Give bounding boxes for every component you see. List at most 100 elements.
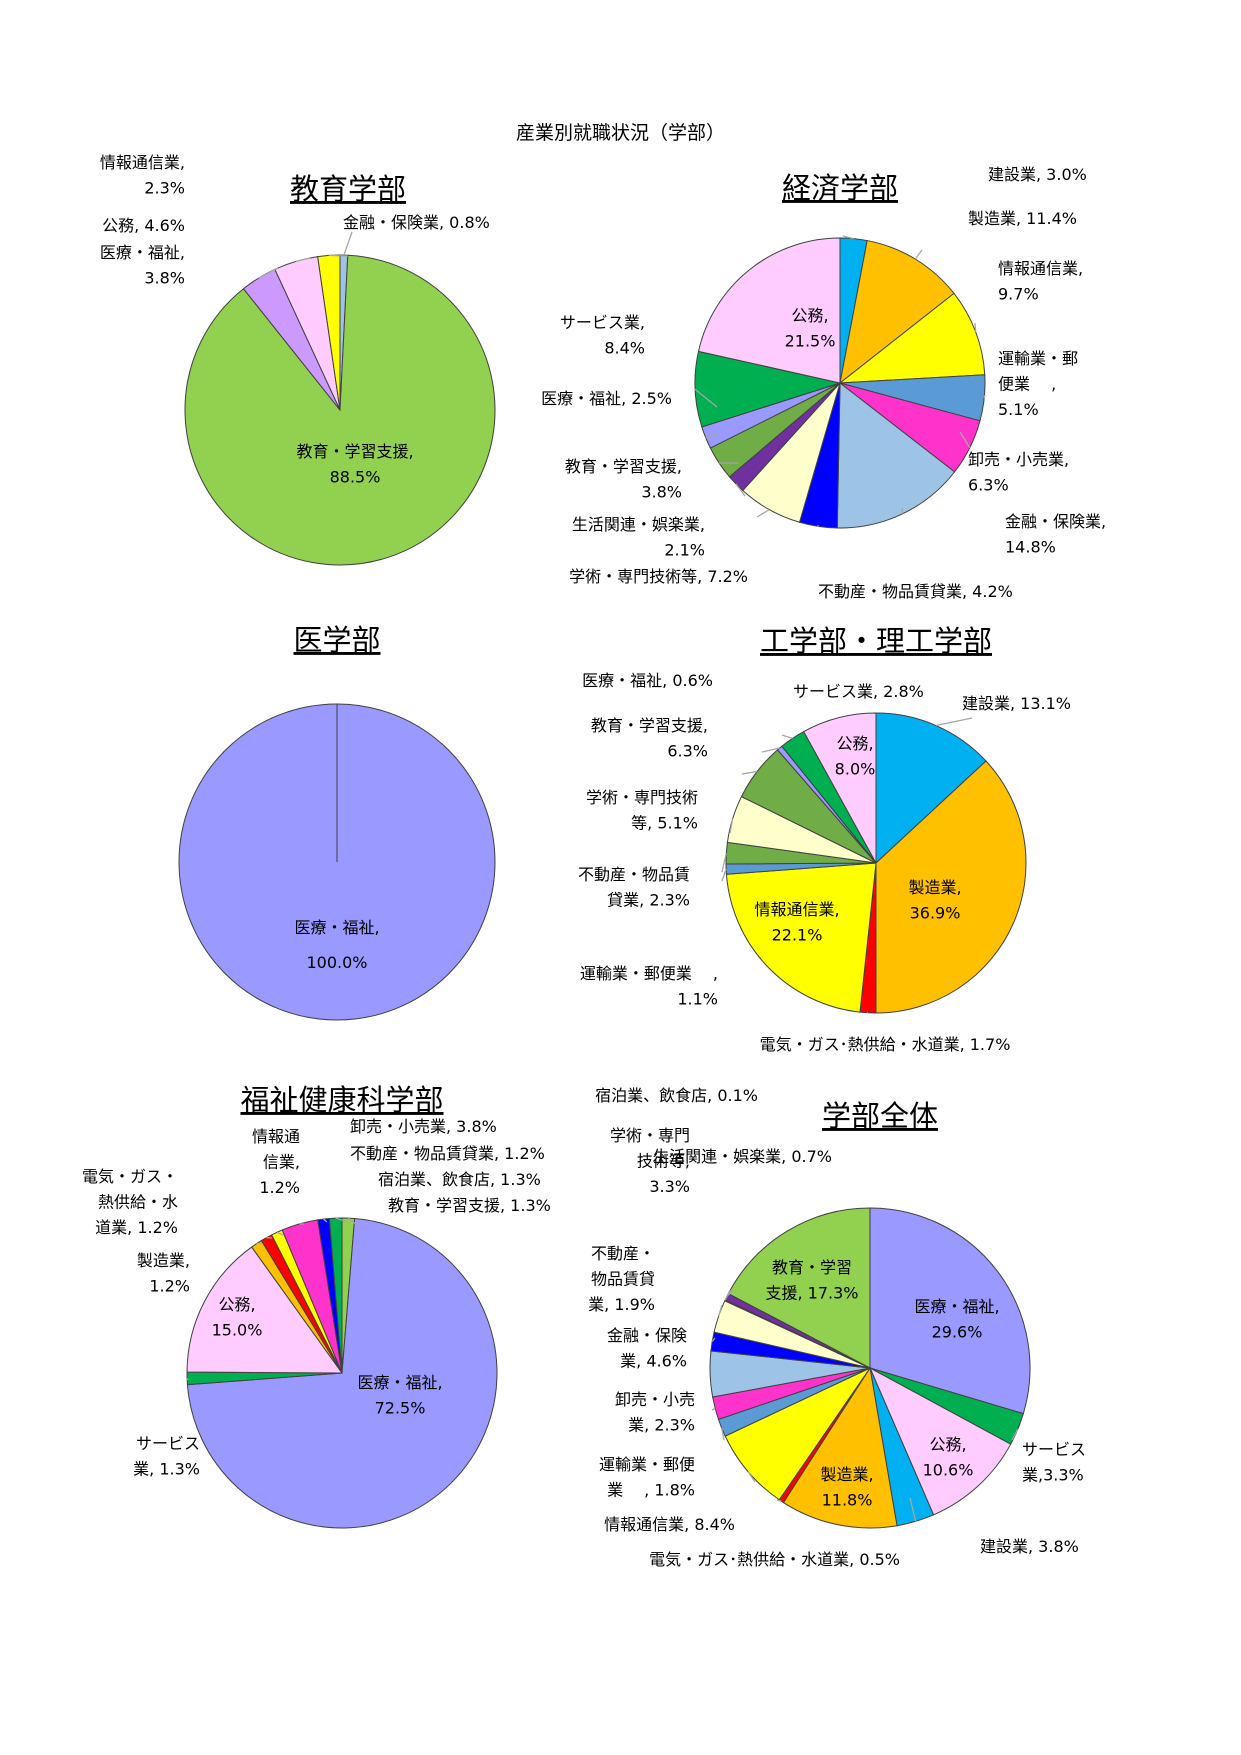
slice-label: 業, 1.3% [133,1460,200,1479]
pie-slice [186,1246,343,1374]
slice-label: 公務, 4.6% [102,216,185,235]
slice-label: 運輸業・郵便 [599,1455,695,1474]
slice-label: 15.0% [212,1321,263,1340]
pie-slice [868,1366,1012,1516]
leader-line [256,1242,263,1245]
leader-line [694,388,718,408]
pie-chart: 経済学部 建設業, 3.0% 製造業, 11.4% 情報通信業, 9.7% 運輸業・郵便業… [541,165,1106,601]
slice-label: 等, 5.1% [631,814,698,833]
slice-label: 卸売・小売 [615,1390,695,1409]
slice-label: 11.8% [822,1491,873,1510]
slice-label: 卸売・小売業, [968,450,1069,469]
slice-label: 10.6% [923,1461,974,1480]
slice-label: 道業, 1.2% [95,1218,178,1237]
slice-label: 学術・専門 [610,1126,690,1145]
leader-line [323,1218,328,1223]
slice-label: 貸業, 2.3% [607,891,690,910]
slice-label: 8.4% [604,339,645,358]
leader-line [726,1289,734,1298]
slice-label: 医療・福祉, [914,1297,999,1316]
slice-label: 36.9% [910,904,961,923]
pie-slice [317,254,341,411]
slice-label: 教育・学習支援, [591,716,708,735]
slice-label: 業 , 1.8% [607,1481,695,1500]
leader-line [711,1407,716,1411]
slice-label: 公務, [791,306,828,325]
slice-label: 情報通信業, [754,900,839,919]
slice-label: 宿泊業、飲食店, 0.1% [595,1086,758,1105]
slice-label: 製造業, [820,1465,873,1484]
slice-label: 情報通信業, [998,259,1083,278]
leader-line [935,717,973,727]
slice-label: 金融・保険業, 0.8% [343,213,490,232]
slice-label: 22.1% [772,926,823,945]
leader-line [914,249,923,260]
leader-line [720,1427,725,1441]
slice-label: 運輸業・郵 [998,349,1078,368]
slice-label: 金融・保険業, [1005,512,1106,531]
pie-slice [697,237,841,384]
slice-label: 情報通 [252,1127,300,1146]
leader-line [718,1304,723,1317]
leader-line [901,507,904,514]
leader-line [741,770,758,775]
leader-line [735,483,746,497]
slice-label: 88.5% [330,468,381,487]
slice-label: 公務, [929,1435,966,1454]
slice-label: 3.8% [641,483,682,502]
slice-label: サービス業, 2.8% [793,682,924,701]
leader-line [747,1471,756,1483]
leader-line [295,257,311,263]
slice-label: 1.2% [149,1277,190,1296]
pie-slice [782,1366,898,1529]
slice-label: 教育・学習支援, 1.3% [388,1196,551,1215]
leader-line [909,1497,917,1522]
slice-label: 宿泊業、飲食店, 1.3% [378,1170,541,1189]
slice-label: 建設業, 3.8% [980,1537,1079,1556]
chart-title: 学部全体 [822,1099,938,1133]
slice-label: 運輸業・郵便業 , [580,964,718,983]
slice-label: 6.3% [968,476,1009,495]
slice-label: 建設業, 3.0% [988,165,1087,184]
slice-label: 72.5% [375,1399,426,1418]
slice-label: 業, 4.6% [620,1352,687,1371]
leader-line [781,734,793,740]
leader-line [328,254,349,257]
slice-label: 不動産・物品賃貸業, 1.2% [350,1144,545,1163]
slice-label: 技術等, [637,1152,690,1171]
slice-label: 不動産・ [591,1244,655,1263]
slice-label: 8.0% [835,760,876,779]
slice-label: 情報通信業, [100,153,185,172]
leader-line [343,231,353,256]
leader-line [761,747,780,753]
slice-label: 金融・保険 [607,1326,687,1345]
slice-label: 14.8% [1005,538,1056,557]
leader-line [974,322,977,332]
pie-slice [838,292,986,384]
slice-label: 支援, 17.3% [765,1284,858,1303]
slice-label: 1.1% [677,990,718,1009]
pie-slice [875,712,987,865]
slice-label: 業, 2.3% [628,1416,695,1435]
slice-label: 業, 1.9% [588,1295,655,1314]
slice-label: 医療・福祉, 2.5% [541,389,672,408]
slice-label: 100.0% [306,953,367,972]
slice-label: 建設業, 13.1% [962,694,1071,713]
slice-label: 業,3.3% [1022,1466,1084,1485]
slice-label: 2.3% [144,179,185,198]
slice-label: 製造業, 11.4% [968,209,1077,228]
slice-label: 6.3% [667,742,708,761]
slice-label: 2.1% [664,541,705,560]
slice-label: 学術・専門技術等, 7.2% [569,567,748,586]
leader-line [335,1217,346,1222]
leader-line [983,394,986,399]
leader-line [711,1337,716,1342]
slice-label: 3.3% [649,1177,690,1196]
slice-label: 9.7% [998,285,1039,304]
slice-label: サービス [136,1434,200,1453]
